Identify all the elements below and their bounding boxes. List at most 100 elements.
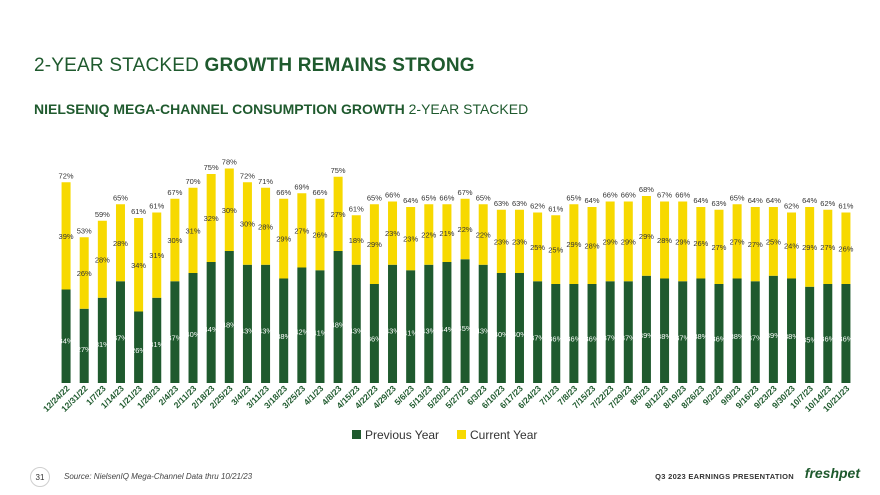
label-previous-year: 37% bbox=[113, 333, 128, 342]
bar-current-year bbox=[206, 174, 216, 262]
label-current-year: 29% bbox=[802, 243, 817, 252]
label-previous-year: 40% bbox=[494, 330, 509, 339]
label-total: 75% bbox=[331, 166, 346, 175]
label-total: 61% bbox=[838, 202, 853, 211]
label-current-year: 25% bbox=[766, 237, 781, 246]
label-previous-year: 35% bbox=[802, 336, 817, 345]
label-previous-year: 36% bbox=[566, 334, 581, 343]
label-previous-year: 41% bbox=[312, 329, 327, 338]
bar-current-year bbox=[406, 207, 416, 271]
bar-current-year bbox=[660, 201, 670, 279]
bar-current-year bbox=[696, 207, 706, 279]
bar-previous-year bbox=[841, 284, 851, 383]
label-current-year: 39% bbox=[59, 232, 74, 241]
bar-previous-year bbox=[460, 259, 470, 383]
label-current-year: 21% bbox=[439, 229, 454, 238]
label-previous-year: 31% bbox=[95, 340, 110, 349]
bar-current-year bbox=[61, 182, 71, 290]
bar-current-year bbox=[315, 198, 325, 271]
bar-current-year bbox=[79, 237, 89, 309]
bar-previous-year bbox=[134, 311, 144, 383]
bar-previous-year bbox=[478, 264, 488, 383]
bar-current-year bbox=[333, 176, 343, 251]
label-current-year: 27% bbox=[294, 226, 309, 235]
label-total: 67% bbox=[167, 188, 182, 197]
label-total: 65% bbox=[113, 193, 128, 202]
label-total: 53% bbox=[77, 226, 92, 235]
label-total: 78% bbox=[222, 158, 237, 167]
label-current-year: 32% bbox=[204, 214, 219, 223]
label-total: 69% bbox=[294, 182, 309, 191]
label-previous-year: 43% bbox=[385, 326, 400, 335]
label-previous-year: 43% bbox=[258, 326, 273, 335]
label-previous-year: 37% bbox=[530, 333, 545, 342]
bar-previous-year bbox=[623, 281, 633, 383]
label-previous-year: 42% bbox=[294, 327, 309, 336]
label-current-year: 28% bbox=[657, 236, 672, 245]
label-previous-year: 41% bbox=[403, 329, 418, 338]
label-current-year: 29% bbox=[639, 232, 654, 241]
bar-previous-year bbox=[97, 297, 107, 383]
label-total: 64% bbox=[403, 196, 418, 205]
bar-current-year bbox=[732, 204, 742, 279]
label-previous-year: 37% bbox=[167, 333, 182, 342]
label-current-year: 23% bbox=[385, 229, 400, 238]
bar-previous-year bbox=[750, 281, 760, 383]
label-previous-year: 39% bbox=[639, 331, 654, 340]
bar-previous-year bbox=[115, 281, 125, 383]
label-current-year: 28% bbox=[258, 222, 273, 231]
bar-previous-year bbox=[533, 281, 543, 383]
bar-current-year bbox=[496, 209, 506, 273]
bar-previous-year bbox=[406, 270, 416, 383]
bar-current-year bbox=[551, 215, 561, 284]
label-total: 66% bbox=[439, 193, 454, 202]
label-total: 71% bbox=[258, 177, 273, 186]
chart-subtitle: NIELSENIQ MEGA-CHANNEL CONSUMPTION GROWT… bbox=[34, 101, 528, 117]
bar-current-year bbox=[533, 212, 543, 282]
label-previous-year: 36% bbox=[820, 334, 835, 343]
bar-current-year bbox=[569, 204, 579, 284]
bar-previous-year bbox=[333, 251, 343, 383]
bar-previous-year bbox=[442, 262, 452, 383]
label-current-year: 34% bbox=[131, 261, 146, 270]
label-previous-year: 38% bbox=[730, 332, 745, 341]
bar-previous-year bbox=[261, 264, 271, 383]
bar-current-year bbox=[787, 212, 797, 279]
bar-previous-year bbox=[297, 267, 307, 383]
label-total: 66% bbox=[385, 191, 400, 200]
bar-current-year bbox=[115, 204, 125, 282]
label-total: 65% bbox=[730, 193, 745, 202]
label-current-year: 23% bbox=[494, 237, 509, 246]
label-total: 63% bbox=[711, 199, 726, 208]
label-previous-year: 38% bbox=[276, 332, 291, 341]
title-bold: GROWTH REMAINS STRONG bbox=[204, 55, 475, 76]
label-total: 66% bbox=[312, 188, 327, 197]
label-current-year: 27% bbox=[711, 243, 726, 252]
bar-previous-year bbox=[242, 264, 252, 383]
bar-previous-year bbox=[514, 273, 524, 383]
label-current-year: 28% bbox=[113, 239, 128, 248]
bar-current-year bbox=[297, 193, 307, 268]
bar-current-year bbox=[678, 201, 688, 282]
label-current-year: 25% bbox=[548, 246, 563, 255]
label-previous-year: 39% bbox=[766, 331, 781, 340]
bar-current-year bbox=[134, 218, 144, 312]
label-previous-year: 38% bbox=[784, 332, 799, 341]
label-previous-year: 36% bbox=[367, 334, 382, 343]
bar-previous-year bbox=[315, 270, 325, 383]
label-current-year: 26% bbox=[838, 244, 853, 253]
legend-swatch-current-year bbox=[457, 430, 466, 439]
label-total: 65% bbox=[367, 193, 382, 202]
bar-previous-year bbox=[224, 251, 234, 383]
label-total: 64% bbox=[748, 196, 763, 205]
bar-current-year bbox=[714, 209, 724, 284]
title-light: 2-YEAR STACKED bbox=[34, 55, 205, 76]
label-total: 61% bbox=[149, 202, 164, 211]
bar-previous-year bbox=[170, 281, 180, 383]
bar-current-year bbox=[442, 204, 452, 262]
label-previous-year: 37% bbox=[621, 333, 636, 342]
bar-current-year bbox=[152, 212, 162, 298]
bar-current-year bbox=[261, 187, 271, 265]
bar-current-year bbox=[351, 215, 361, 265]
label-current-year: 22% bbox=[458, 225, 473, 234]
